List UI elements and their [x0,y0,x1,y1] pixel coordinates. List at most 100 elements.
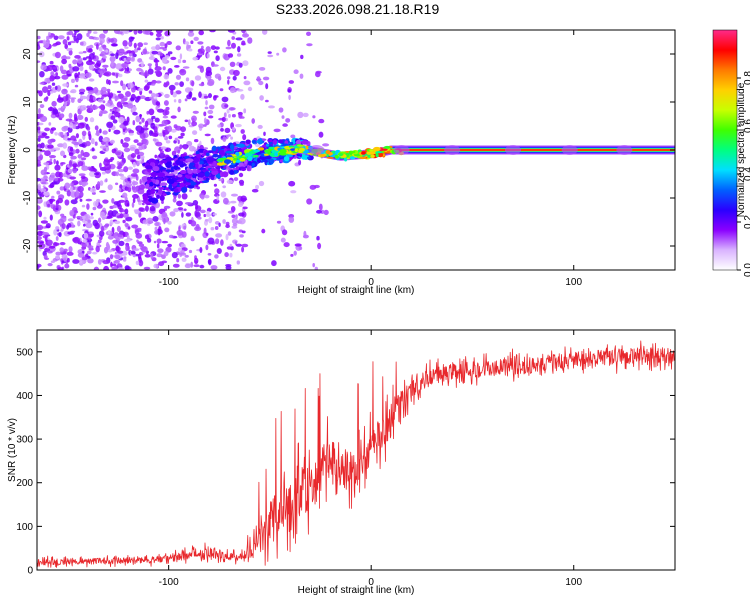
spectrogram-speck [229,252,233,258]
spectrogram-speck [40,142,45,149]
spectrogram-speck [285,118,291,123]
spectrogram-speck [177,139,180,145]
spectrogram-speck [227,79,230,85]
spectrogram-speck [223,197,229,205]
spectrogram-speck [79,65,84,72]
spectrogram-speck [155,80,162,84]
spectrogram-speck [85,222,93,229]
spectrogram-speck [217,124,222,128]
spectrogram-speck [68,152,74,157]
spectrogram-speck [151,115,156,120]
spectrogram-speck [109,139,115,144]
spectrogram-speck [133,209,137,212]
spectrogram-speck [45,223,51,229]
spectrogram-speck [265,83,269,90]
spectrogram-speck [88,216,94,220]
spectrogram-speck [86,250,92,255]
spectrogram-speck [69,176,77,180]
spectrogram-speck [165,81,170,86]
spectrogram-speck [267,54,274,58]
spectrogram-speck [88,53,95,60]
spectrogram-speck [78,88,86,94]
spectrogram-speck [78,143,86,147]
spectrogram-signal [188,163,194,170]
spectrogram-speck [123,57,127,62]
spectrogram-speck [153,240,157,244]
spectrogram-speck [117,234,123,238]
spectrogram-speck [154,117,160,123]
spectrogram-speck [125,244,129,252]
spectrogram-speck [294,243,302,247]
spectrogram-speck [88,171,97,177]
spectrogram-speck [99,128,102,134]
spectrogram-signal [141,176,149,182]
spectrogram-speck [219,66,226,72]
spectrogram-speck [127,166,133,170]
spectrogram-speck [37,137,41,142]
spectrogram-speck [323,209,329,216]
spectrogram-speck [132,120,136,126]
spectrogram-speck [306,198,313,205]
spectrogram-ytick-label: 0 [22,147,33,153]
spectrogram-speck [185,212,192,217]
spectrogram-speck [240,129,245,134]
spectrogram-speck [192,130,198,136]
spectrogram-peak [219,157,224,161]
spectrogram-speck [215,233,223,238]
spectrogram-speck [105,102,111,107]
spectrogram-speck [62,39,68,45]
spectrogram-speck [226,109,230,114]
spectrogram-speck [126,116,130,123]
spectrogram-speck [107,235,114,240]
spectrogram-speck [143,266,151,270]
spectrogram-speck [37,224,44,231]
spectrogram-speck [132,194,139,199]
spectrogram-speck [165,140,171,144]
spectrogram-speck [192,110,199,114]
spectrogram-speck [231,193,238,197]
spectrogram-speck [55,171,61,178]
spectrogram-speck [183,225,187,230]
spectrogram-speck [89,104,93,112]
spectrogram-speck [144,79,149,83]
spectrogram-speck [93,200,99,207]
spectrogram-speck [47,263,53,267]
spectrogram-speck [101,171,106,175]
spectrogram-speck [175,45,181,51]
spectrogram-speck [81,204,86,208]
spectrogram-speck [59,242,66,246]
spectrogram-speck [61,223,66,230]
spectrogram-speck [206,53,210,59]
spectrogram-peak [361,151,366,155]
spectrogram-speck [151,92,156,98]
spectrogram-speck [74,84,79,88]
spectrogram-speck [92,251,98,255]
spectrogram-signal [257,138,263,145]
spectrogram-speck [52,66,57,70]
spectrogram-speck [147,63,152,67]
spectrogram-signal [212,153,219,158]
spectrogram-speck [200,194,205,200]
spectrogram-speck [203,147,208,150]
spectrogram-signal [221,171,229,178]
spectrogram-signal [167,178,175,185]
spectrogram-speck [230,136,234,140]
spectrogram-speck [130,159,136,163]
spectrogram-speck [118,48,125,54]
spectrogram-speck [198,123,205,129]
spectrogram-speck [80,175,86,179]
spectrogram-peak [294,148,298,153]
spectrogram-signal [218,149,226,156]
spectrogram-speck [67,168,73,173]
spectrogram-speck [54,177,59,181]
spectrogram-bump [393,145,410,155]
spectrogram-speck [287,89,292,93]
spectrogram-speck [114,220,121,225]
spectrogram-signal [157,172,166,178]
spectrogram-speck [101,110,108,114]
spectrogram-speck [102,260,110,265]
spectrogram-speck [258,80,264,86]
spectrogram-speck [88,36,95,40]
spectrogram-speck [177,106,181,113]
spectrogram-speck [67,98,71,105]
